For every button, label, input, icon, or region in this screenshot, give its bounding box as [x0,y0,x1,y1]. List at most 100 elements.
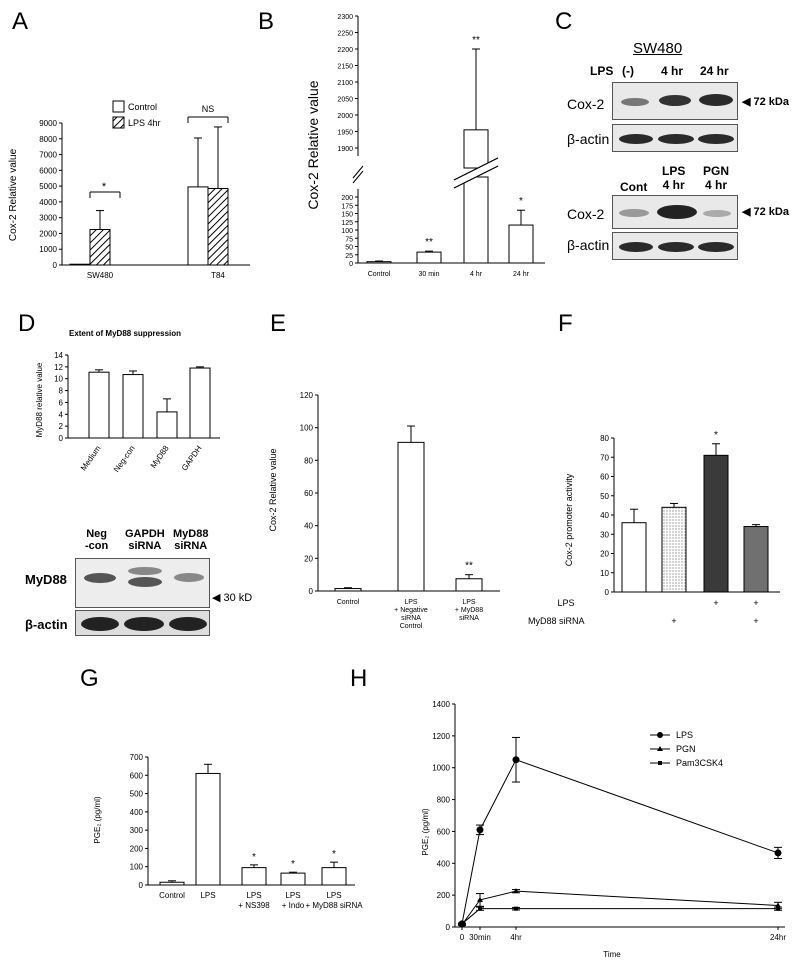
legend-marker [657,732,663,738]
y-tick-label: 10 [600,569,609,578]
legend-swatch-lps [112,116,125,129]
bar [366,261,392,264]
x-tick-label: + Negative [394,607,428,614]
y-tick-label: 1400 [432,700,450,709]
y-tick-label: 14 [54,351,63,360]
legend-label: Control [128,102,157,112]
blot-c-actin [612,124,738,152]
sig-marker: * [519,196,523,207]
x-tick-label: + NS398 [238,901,270,910]
series-line-pgn [461,890,779,925]
blot-c2-cox2 [612,195,738,229]
y-tick-label: 70 [600,453,609,462]
band [619,134,653,144]
legend-label: LPS [676,730,693,740]
sig-marker: ** [425,237,433,248]
bar [703,454,729,593]
blot-c2-lane1: Cont [620,180,648,194]
x-tick-label: LPS [326,891,341,900]
y-tick-label: 0 [446,923,451,932]
panel-label-c: C [555,8,573,35]
point-pam3csk4 [776,906,780,911]
bar-break-gap [454,158,498,188]
y-tick-label: 2200 [337,47,353,54]
sig-marker: * [291,859,295,870]
x-tick-label: LPS [404,599,418,606]
x-tick-label: Control [159,891,185,900]
x-tick-label: LPS [285,891,300,900]
y-tick-label: 60 [304,489,313,498]
band [128,567,162,575]
sig-marker: NS [202,104,215,114]
y-tick-label: 0 [59,434,64,443]
x-tick-label: SW480 [87,271,114,280]
x-tick-label: Neg-con [112,444,137,474]
bar-lps-4hr [89,229,111,266]
sirna-mark: + [671,616,676,626]
x-tick-label: MyD88 [149,444,171,470]
legend-label: LPS 4hr [128,118,161,128]
y-tick-label: 2 [59,422,64,431]
blot-d-lane3: MyD88 siRNA [173,528,209,552]
y-tick-label: 6 [59,398,64,407]
legend-marker [657,746,663,751]
band [128,577,162,587]
point-lps [476,826,484,834]
sig-marker: ** [465,561,473,572]
x-tick-label: 4hr [510,933,522,942]
blot-d-actin [75,610,210,636]
bar [156,411,178,439]
y-tick-label: 6000 [39,166,57,175]
x-tick-label: + MyD88 [455,607,483,614]
bar [241,867,267,886]
blot-c-cox2 [612,82,738,120]
band [169,617,207,631]
legend-label: Pam3CSK4 [676,758,723,768]
y-tick-label: 60 [600,473,609,482]
y-tick-label: 400 [437,859,451,868]
sig-marker: * [252,852,256,863]
bar [743,526,769,593]
y-tick-label: 200 [437,891,451,900]
bar [189,367,211,439]
y-axis-label: MyD88 relative value [35,362,44,437]
x-tick-label: T84 [211,271,225,280]
x-tick-label: Control [400,623,423,630]
blot-c-title: SW480 [633,40,683,57]
y-tick-label: 40 [304,522,313,531]
x-tick-label: + Indo [282,901,305,910]
band [699,94,733,106]
y-tick-label: 20 [600,550,609,559]
blot-c-kda2: ◀ 72 kDa [742,206,789,218]
bar-break [453,157,499,189]
panel-label-g: G [80,665,99,692]
row-label-lps: LPS [557,598,574,608]
bar [321,867,347,886]
series-line-lps [461,759,779,924]
y-tick-label: 9000 [39,119,57,128]
x-tick-label: Medium [79,444,103,473]
bar [463,176,489,264]
y-tick-label: 7000 [39,151,57,160]
panel-label-f: F [558,310,573,337]
blot-c2-actin [612,232,738,260]
y-axis-label: PGE₂ (pg/ml) [421,808,430,855]
y-tick-label: 0 [349,261,353,268]
y-tick-label: 2250 [337,31,353,38]
bar [621,522,647,593]
blot-c-lps-label: LPS [590,64,614,78]
y-tick-label: 800 [437,796,451,805]
y-tick-label: 150 [341,212,353,219]
y-axis-label: Cox-2 Relative value [268,448,278,531]
y-tick-label: 8 [59,387,64,396]
y-tick-label: 5000 [39,182,57,191]
point-pgn [775,902,781,908]
band [698,242,734,252]
y-tick-label: 8000 [39,135,57,144]
band [174,573,204,582]
x-tick-label: + MyD88 siRNA [305,901,363,910]
y-tick-label: 12 [54,363,63,372]
point-pam3csk4 [478,906,482,911]
y-tick-label: 100 [341,228,353,235]
bar [159,881,185,886]
